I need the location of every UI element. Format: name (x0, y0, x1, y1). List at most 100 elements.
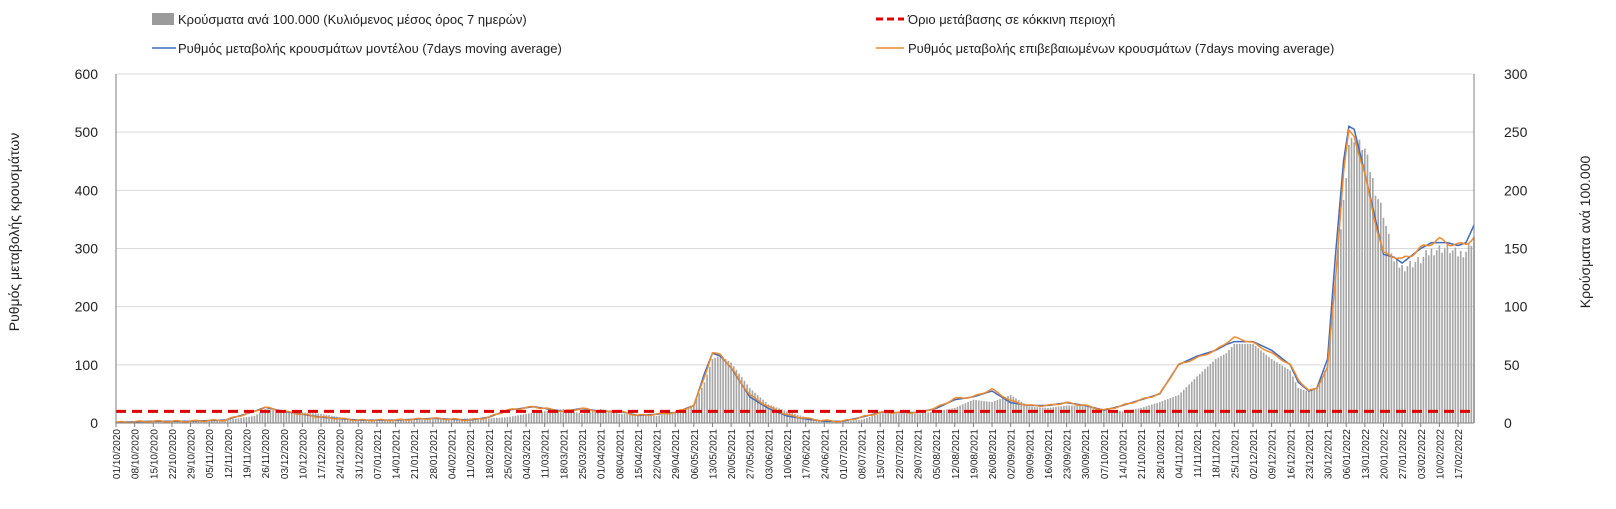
bar (1350, 137, 1353, 423)
bar (258, 412, 261, 423)
bar (1449, 253, 1451, 423)
x-tick-label: 16/09/2021 (1044, 429, 1055, 479)
bar (1284, 367, 1286, 423)
bar (618, 413, 621, 423)
x-tick-label: 20/01/2022 (1379, 429, 1390, 479)
bar (562, 409, 565, 423)
bar (522, 414, 525, 423)
bar (1111, 410, 1113, 423)
bar (405, 420, 408, 423)
bar (301, 412, 304, 423)
bar (1079, 405, 1081, 423)
x-tick-label: 14/10/2021 (1119, 429, 1130, 479)
x-tick-label: 12/11/2020 (224, 429, 235, 479)
bar (1028, 406, 1031, 423)
bar (892, 413, 895, 423)
bar (1153, 403, 1156, 423)
bar (1116, 410, 1119, 423)
bar (698, 393, 700, 423)
x-tick-label: 18/03/2021 (559, 429, 570, 479)
x-tick-label: 18/11/2021 (1212, 429, 1223, 479)
bar (160, 421, 163, 423)
x-tick-label: 19/11/2020 (242, 429, 253, 479)
bar (666, 414, 669, 423)
bar (1260, 350, 1262, 423)
bar (748, 388, 751, 423)
bar (554, 409, 557, 423)
bar (876, 414, 879, 423)
bar (490, 418, 493, 423)
bar (1326, 364, 1329, 423)
bar (943, 409, 945, 423)
bar (932, 411, 935, 423)
bar (724, 359, 727, 423)
bar (1411, 267, 1414, 423)
bar (900, 413, 903, 423)
bar (1204, 368, 1206, 423)
bar (1209, 364, 1212, 423)
bar (565, 409, 567, 423)
bar (501, 417, 503, 423)
bar (1214, 359, 1217, 423)
bar (583, 413, 586, 423)
bar (248, 416, 250, 423)
bar (1145, 406, 1148, 423)
bar (312, 413, 314, 423)
bar (152, 421, 155, 423)
bar (482, 418, 485, 423)
bar (700, 387, 703, 423)
x-tick-label: 09/09/2021 (1025, 429, 1036, 479)
bar (874, 415, 876, 423)
bar (842, 421, 844, 423)
bar (1193, 379, 1196, 423)
bar (538, 411, 541, 423)
bar (743, 380, 746, 423)
bar (394, 420, 397, 423)
bar (1334, 276, 1337, 423)
bar (269, 409, 272, 423)
y-tick-label: 200 (75, 299, 99, 315)
bar (1052, 407, 1055, 423)
y2-tick-label: 200 (1504, 182, 1528, 198)
bar (794, 413, 796, 423)
y2-tick-label: 0 (1504, 415, 1512, 431)
bar (788, 412, 791, 423)
bar (440, 419, 442, 423)
bar (1433, 255, 1435, 423)
bar (338, 417, 341, 423)
bar (1182, 389, 1185, 423)
legend: Κρούσματα ανά 100.000 (Κυλιόμενος μέσος … (152, 12, 1334, 56)
bar (541, 411, 543, 423)
bar (1337, 247, 1340, 423)
bar (1294, 382, 1297, 423)
bar (1366, 154, 1369, 423)
bar (727, 360, 730, 423)
bar (341, 417, 344, 423)
bar (1039, 407, 1041, 423)
bar (434, 419, 437, 423)
bar (173, 421, 176, 423)
bar (1132, 409, 1134, 423)
bar (219, 420, 221, 423)
bar (605, 410, 607, 423)
bar (1329, 335, 1332, 423)
bar (703, 382, 706, 423)
bar (637, 414, 639, 423)
bar (1371, 178, 1374, 423)
x-tick-label: 04/03/2021 (522, 429, 533, 479)
bar (589, 411, 591, 423)
x-tick-label: 04/11/2021 (1174, 429, 1185, 479)
x-tick-label: 28/10/2021 (1156, 429, 1167, 479)
bar (1023, 403, 1025, 423)
bar (1222, 354, 1225, 423)
bar (770, 405, 772, 423)
legend-item-threshold: Όριο μετάβασης σε κόκκινη περιοχή (876, 12, 1115, 27)
model-line (115, 125, 1475, 424)
x-tick-label: 21/10/2021 (1137, 429, 1148, 479)
bar (1185, 387, 1188, 423)
x-tick-label: 20/05/2021 (727, 429, 738, 479)
bar (719, 355, 722, 423)
bar (732, 366, 735, 423)
bar (479, 418, 482, 423)
bar (320, 413, 322, 423)
